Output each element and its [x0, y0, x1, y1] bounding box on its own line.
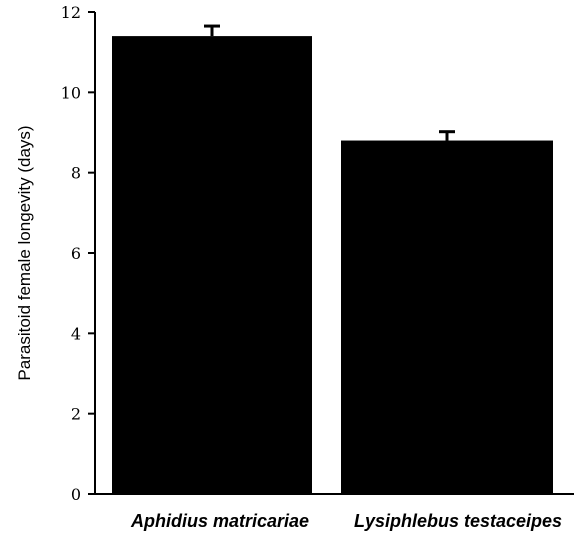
y-tick-label: 4 — [71, 324, 81, 343]
y-tick-label: 6 — [71, 244, 81, 263]
y-tick-label: 10 — [61, 83, 81, 102]
y-axis-title: Parasitoid female longevity (days) — [15, 125, 34, 380]
x-category-label: Aphidius matricariae — [130, 511, 309, 531]
x-axis: Aphidius matricariae Lysiphlebus testacei… — [88, 493, 574, 531]
error-bars — [204, 24, 455, 141]
y-tick-label: 12 — [61, 3, 81, 22]
y-tick-label: 0 — [71, 485, 81, 504]
x-category-label: Lysiphlebus testaceipes — [354, 511, 562, 531]
y-axis: 0 2 4 6 8 10 12 — [61, 3, 96, 504]
y-tick-label: 8 — [71, 164, 81, 183]
bars — [112, 36, 553, 495]
bar-2 — [341, 140, 553, 495]
y-tick-label: 2 — [71, 405, 81, 424]
bar-1 — [112, 36, 312, 494]
